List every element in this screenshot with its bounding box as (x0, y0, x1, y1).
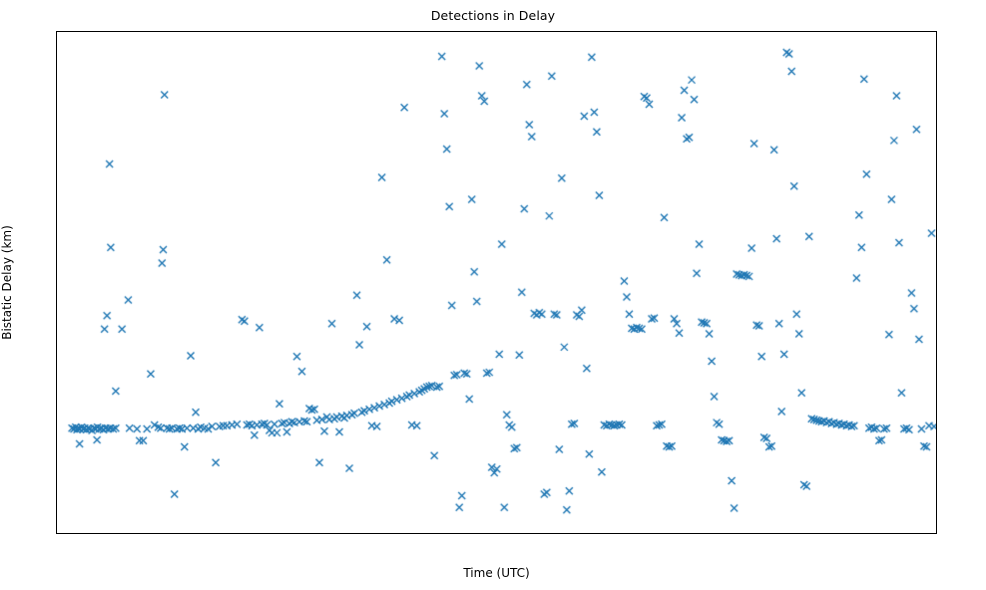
x-tick-label: 2025-01-03 10:44:00 (645, 533, 767, 534)
x-tick-mark (104, 533, 105, 534)
chart-title: Detections in Delay (430, 8, 556, 23)
x-tick-mark (705, 533, 706, 534)
x-tick-label: 2025-01-03 10:45:00 (795, 533, 917, 534)
x-tick-mark (254, 533, 255, 534)
x-tick-label: 2025-01-03 10:42:00 (344, 533, 466, 534)
y-tick-label: 60 (56, 41, 57, 55)
scatter-points-layer (57, 32, 936, 533)
y-tick-label: 50 (56, 120, 57, 134)
x-tick-mark (405, 533, 406, 534)
y-axis-label: Bistatic Delay (km) (0, 225, 14, 340)
y-tick-label: 40 (56, 199, 57, 213)
x-tick-mark (855, 533, 856, 534)
y-tick-label: 20 (56, 356, 57, 370)
x-tick-mark (555, 533, 556, 534)
plot-area: 0 10 20 30 40 50 60 2025-01-03 10:40:00 2025-01-… (56, 31, 937, 534)
x-tick-label: 2025-01-03 10:43:00 (494, 533, 616, 534)
x-tick-label: 2025-01-03 10:41:00 (194, 533, 316, 534)
x-axis-label: Time (UTC) (463, 566, 530, 580)
x-tick-label: 2025-01-03 10:40:00 (56, 533, 166, 534)
y-tick-label: 30 (56, 277, 57, 291)
y-tick-label: 0 (56, 514, 57, 528)
y-tick-label: 10 (56, 435, 57, 449)
